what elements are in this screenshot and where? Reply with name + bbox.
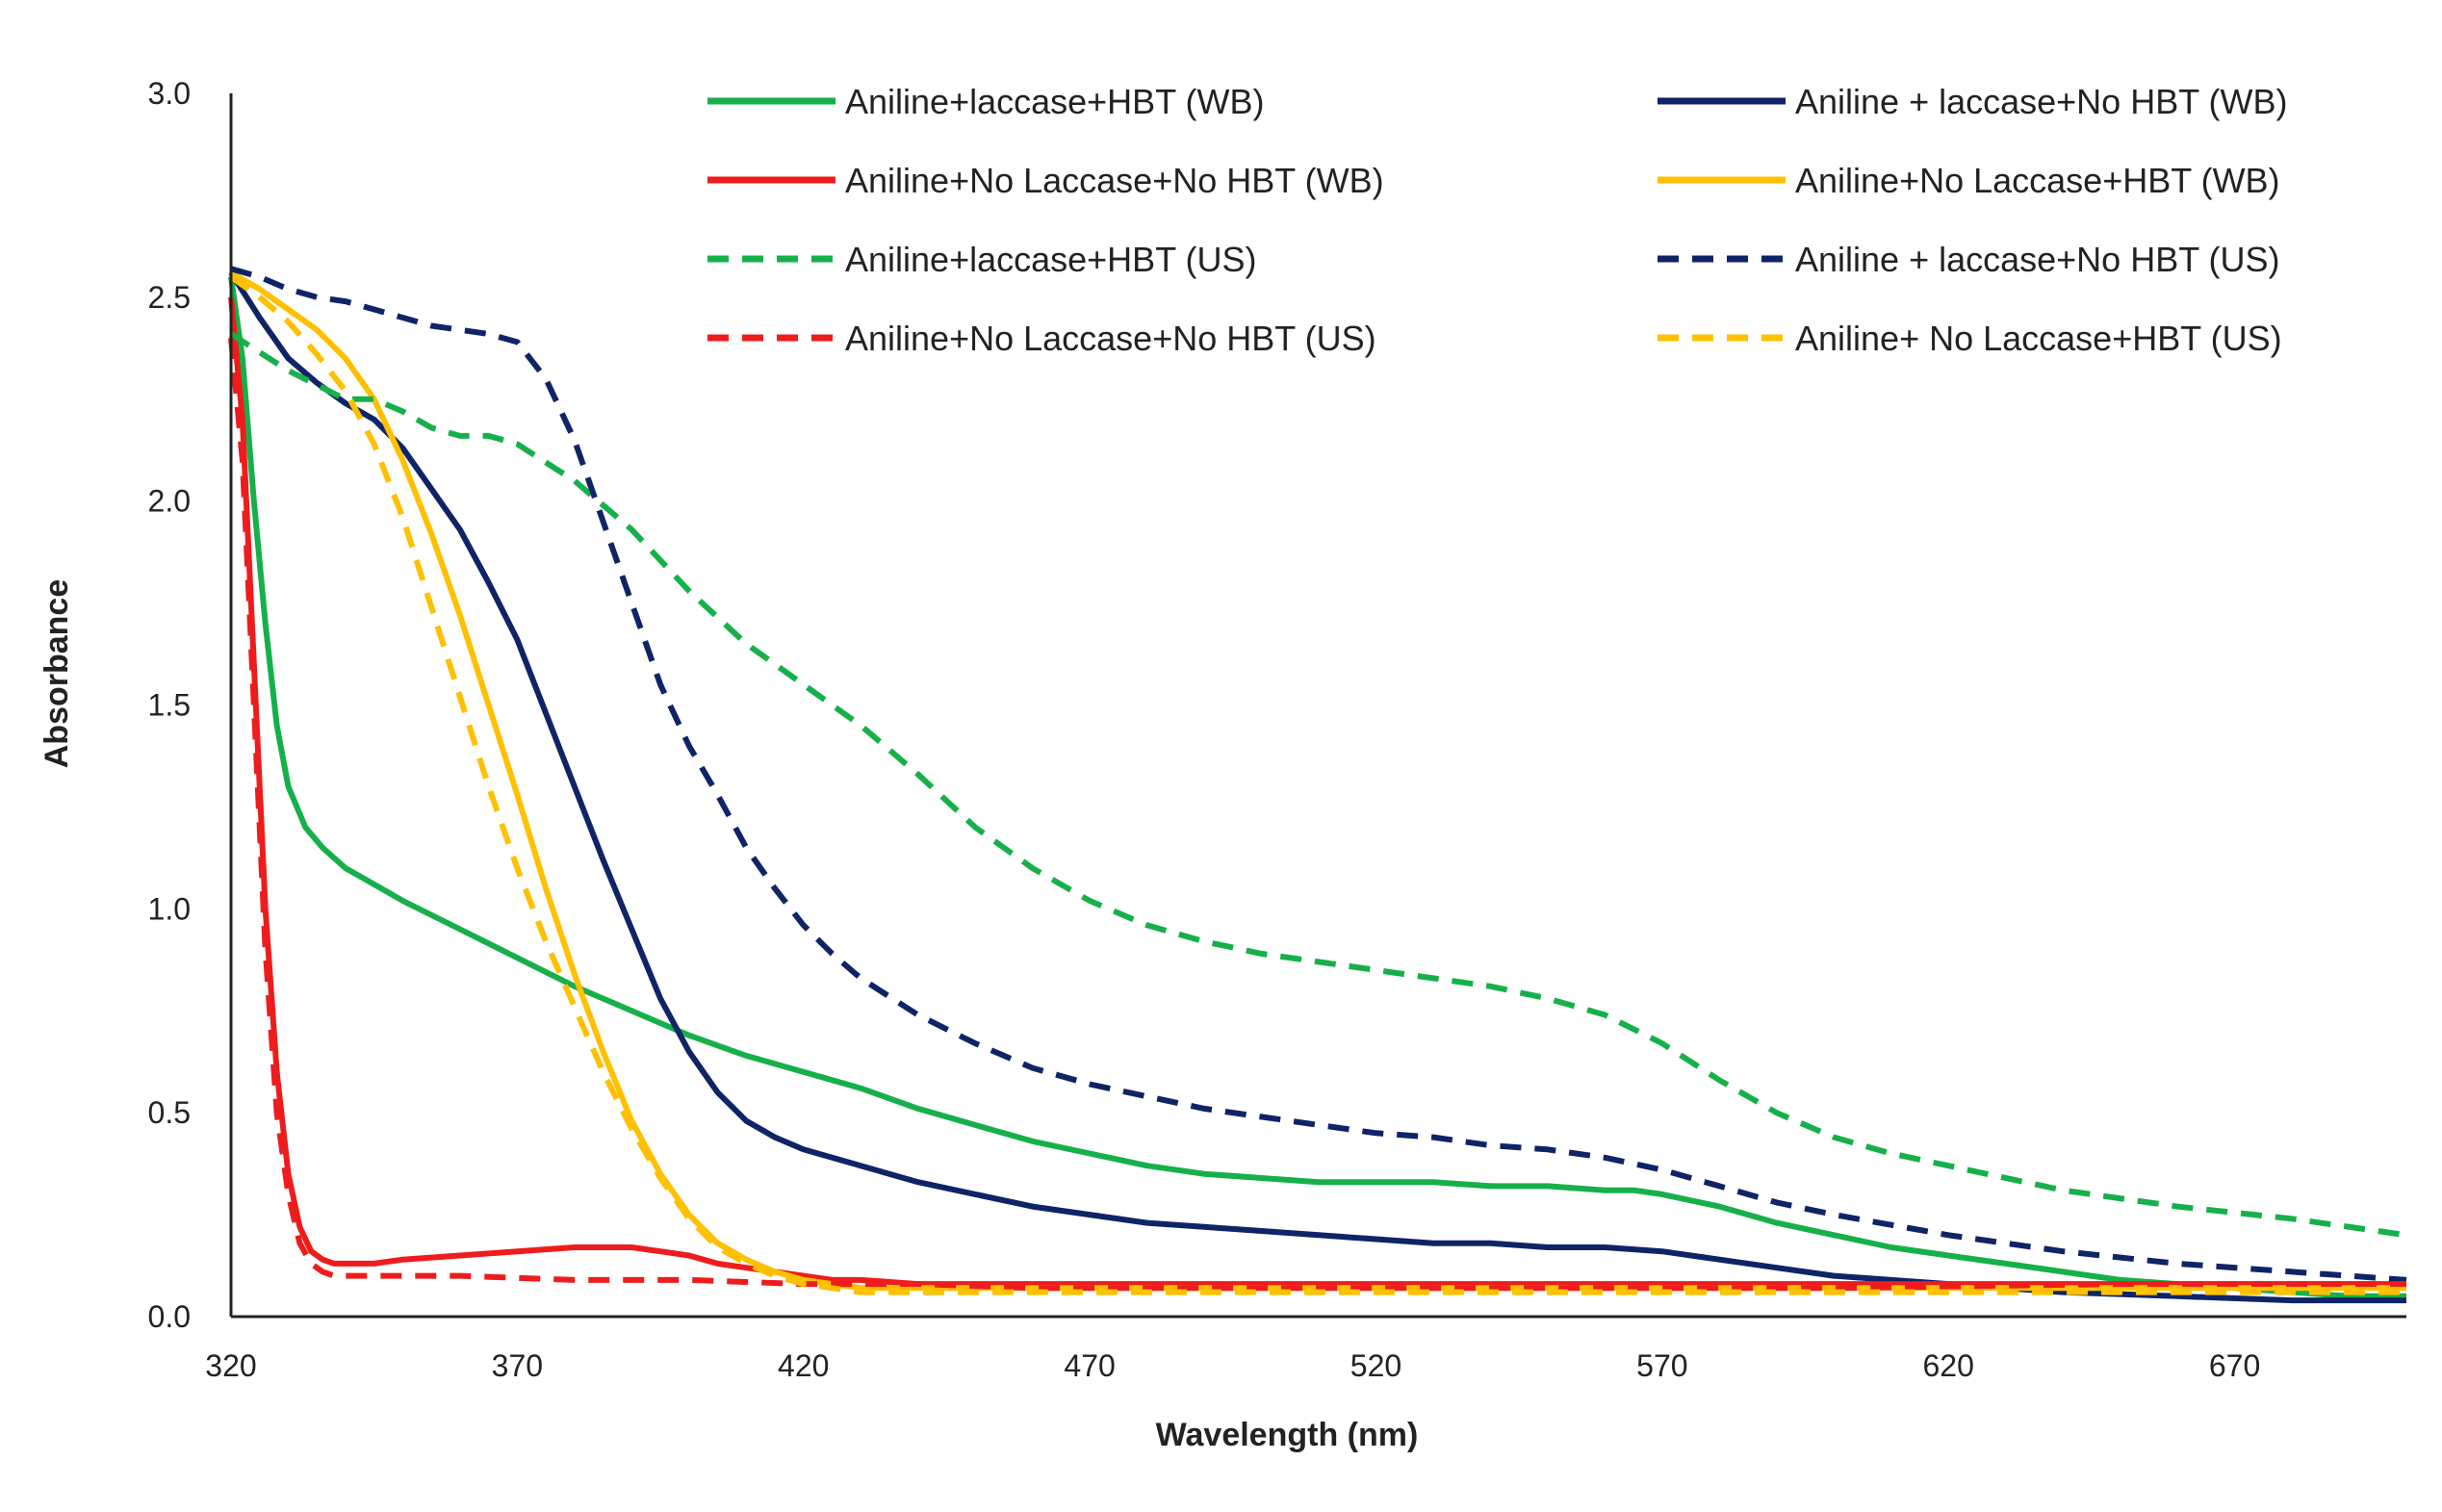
legend-label: Aniline+laccase+HBT (US) bbox=[845, 240, 1257, 279]
legend-item-4: Aniline+No Laccase+HBT (WB) bbox=[1658, 161, 2280, 200]
x-tick-label: 470 bbox=[1064, 1348, 1115, 1383]
series-line-3 bbox=[228, 296, 2406, 1288]
legend-item-1: Aniline+laccase+HBT (WB) bbox=[707, 82, 1265, 121]
y-tick-label: 1.0 bbox=[148, 891, 191, 926]
series-line-1 bbox=[228, 276, 2406, 1299]
series-line-7 bbox=[228, 337, 2406, 1292]
y-tick-label: 2.5 bbox=[148, 280, 191, 315]
legend-label: Aniline+No Laccase+No HBT (WB) bbox=[845, 161, 1384, 200]
legend-item-3: Aniline+No Laccase+No HBT (WB) bbox=[707, 161, 1384, 200]
legend-label: Aniline+No Laccase+HBT (WB) bbox=[1795, 161, 2280, 200]
x-tick-label: 570 bbox=[1636, 1348, 1687, 1383]
series-line-2 bbox=[228, 270, 2406, 1304]
legend-label: Aniline+No Laccase+No HBT (US) bbox=[845, 319, 1376, 358]
legend-label: Aniline + laccase+No HBT (US) bbox=[1795, 240, 2280, 279]
x-axis-title: Wavelength (nm) bbox=[1156, 1417, 1419, 1453]
y-tick-label: 0.5 bbox=[148, 1095, 191, 1130]
y-tick-label: 1.5 bbox=[148, 688, 191, 723]
legend: Aniline+laccase+HBT (WB) Aniline + laccas… bbox=[707, 82, 2288, 358]
legend-item-6: Aniline + laccase+No HBT (US) bbox=[1658, 240, 2280, 279]
plot-series bbox=[228, 266, 2407, 1304]
x-tick-label: 520 bbox=[1350, 1348, 1401, 1383]
series-line-6 bbox=[230, 266, 2407, 1283]
legend-item-7: Aniline+No Laccase+No HBT (US) bbox=[707, 319, 1376, 358]
y-tick-label: 0.0 bbox=[148, 1299, 191, 1334]
x-tick-labels: 320 370 420 470 520 570 620 670 bbox=[205, 1348, 2260, 1383]
y-tick-labels: 0.0 0.5 1.0 1.5 2.0 2.5 3.0 bbox=[148, 76, 191, 1334]
series-line-5 bbox=[229, 331, 2407, 1239]
legend-item-5: Aniline+laccase+HBT (US) bbox=[707, 240, 1257, 279]
legend-label: Aniline+laccase+HBT (WB) bbox=[845, 82, 1265, 121]
axes bbox=[229, 93, 2406, 1319]
y-tick-label: 3.0 bbox=[148, 76, 191, 111]
legend-label: Aniline+ No Laccase+HBT (US) bbox=[1795, 319, 2282, 358]
legend-item-8: Aniline+ No Laccase+HBT (US) bbox=[1658, 319, 2282, 358]
x-tick-label: 370 bbox=[492, 1348, 543, 1383]
legend-item-2: Aniline + laccase+No HBT (WB) bbox=[1658, 82, 2288, 121]
series-line-4 bbox=[229, 269, 2406, 1292]
y-axis-title: Absorbance bbox=[39, 579, 75, 769]
x-tick-label: 320 bbox=[205, 1348, 256, 1383]
series-line-8 bbox=[229, 274, 2406, 1295]
legend-label: Aniline + laccase+No HBT (WB) bbox=[1795, 82, 2288, 121]
x-tick-label: 420 bbox=[778, 1348, 829, 1383]
y-tick-label: 2.0 bbox=[148, 484, 191, 519]
x-tick-label: 670 bbox=[2209, 1348, 2260, 1383]
x-tick-label: 620 bbox=[1923, 1348, 1974, 1383]
